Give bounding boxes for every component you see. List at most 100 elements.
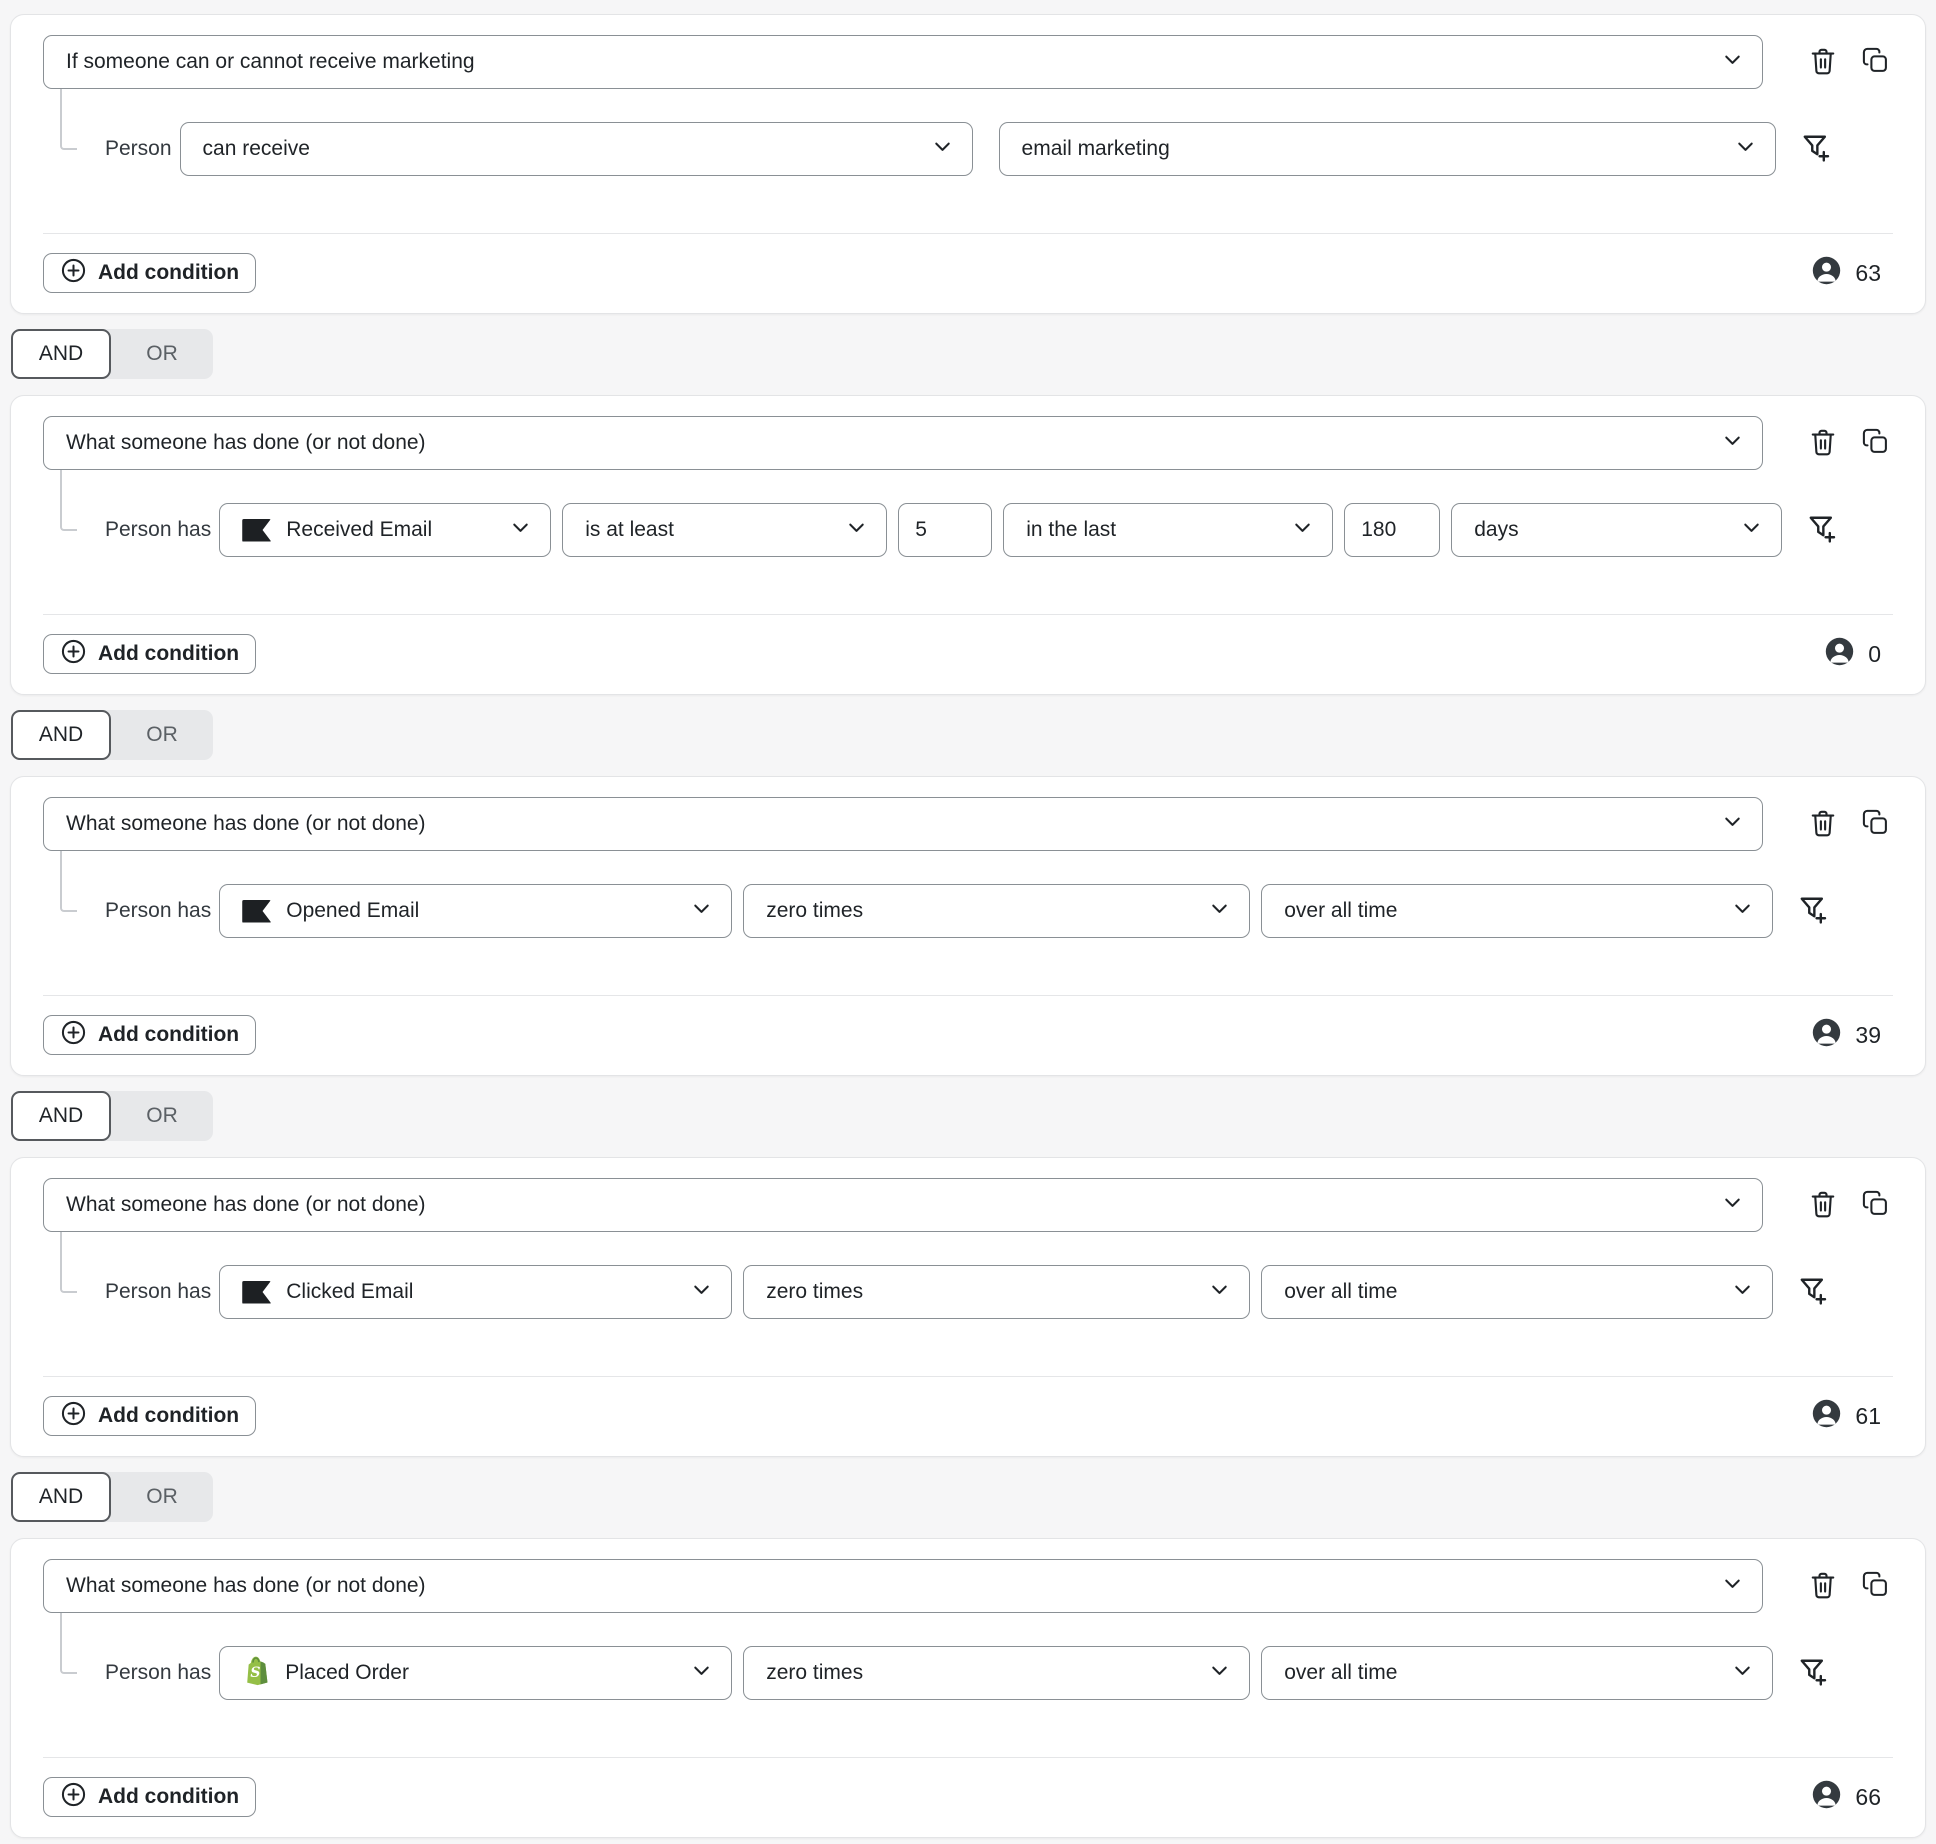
connector-line [60, 1613, 77, 1674]
connector-line [60, 1232, 77, 1293]
channel-select[interactable]: email marketing [998, 122, 1776, 176]
profile-count: 39 [1811, 1017, 1881, 1053]
condition-type-select[interactable]: What someone has done (or not done) [43, 1178, 1763, 1232]
chevron-down-icon [1721, 810, 1744, 839]
add-condition-button[interactable]: Add condition [43, 1396, 257, 1436]
klaviyo-flag-icon [242, 1280, 272, 1304]
chevron-down-icon [931, 135, 954, 164]
channel-value: email marketing [1021, 137, 1170, 160]
delete-condition-button[interactable] [1805, 1568, 1841, 1604]
event-select[interactable]: Opened Email [219, 884, 733, 938]
event-select[interactable]: S Placed Order [219, 1646, 733, 1700]
add-filter-icon [1795, 892, 1831, 931]
add-filter-button[interactable] [1802, 510, 1842, 550]
copy-icon [1861, 1189, 1890, 1221]
klaviyo-flag-icon [242, 899, 272, 923]
and-toggle-button[interactable]: AND [11, 1091, 111, 1141]
frequency-select[interactable]: zero times [743, 1646, 1251, 1700]
plus-circle-icon [60, 1781, 87, 1814]
duplicate-condition-button[interactable] [1857, 1568, 1893, 1604]
frequency-value: zero times [766, 1661, 864, 1684]
condition-group-2: What someone has done (or not done) Pers… [10, 395, 1926, 695]
person-label: Person has [105, 899, 212, 922]
add-filter-button[interactable] [1796, 129, 1836, 169]
person-count-icon [1811, 1017, 1842, 1053]
chevron-down-icon [1731, 1659, 1754, 1688]
trash-icon [1808, 427, 1838, 460]
profile-count: 66 [1811, 1779, 1881, 1815]
delete-condition-button[interactable] [1805, 806, 1841, 842]
condition-type-select[interactable]: What someone has done (or not done) [43, 797, 1763, 851]
time-unit-value: days [1474, 518, 1519, 541]
or-toggle-button[interactable]: OR [111, 1472, 213, 1522]
time-range-select[interactable]: over all time [1261, 884, 1774, 938]
person-count-icon [1824, 636, 1855, 672]
add-condition-label: Add condition [98, 261, 240, 284]
chevron-down-icon [1721, 429, 1744, 458]
event-value: Received Email [286, 518, 433, 541]
delete-condition-button[interactable] [1805, 1187, 1841, 1223]
chevron-down-icon [1291, 516, 1314, 545]
copy-icon [1861, 808, 1890, 840]
duplicate-condition-button[interactable] [1857, 425, 1893, 461]
event-value: Opened Email [286, 899, 420, 922]
add-filter-button[interactable] [1793, 891, 1833, 931]
condition-type-select[interactable]: What someone has done (or not done) [43, 416, 1763, 470]
time-range-value: over all time [1284, 1280, 1398, 1303]
consent-state-select[interactable]: can receive [179, 122, 973, 176]
and-toggle-button[interactable]: AND [11, 329, 111, 379]
profile-count-value: 63 [1855, 259, 1881, 286]
timeframe-select[interactable]: in the last [1003, 503, 1334, 557]
duplicate-condition-button[interactable] [1857, 806, 1893, 842]
connector-line [60, 470, 77, 531]
person-count-icon [1811, 1779, 1842, 1815]
and-toggle-button[interactable]: AND [11, 710, 111, 760]
or-toggle-button[interactable]: OR [111, 1091, 213, 1141]
event-value: Placed Order [285, 1661, 409, 1684]
delete-condition-button[interactable] [1805, 425, 1841, 461]
add-condition-button[interactable]: Add condition [43, 1777, 257, 1817]
condition-type-value: What someone has done (or not done) [66, 812, 426, 835]
or-toggle-button[interactable]: OR [111, 710, 213, 760]
add-filter-button[interactable] [1793, 1272, 1833, 1312]
frequency-select[interactable]: zero times [743, 884, 1251, 938]
chevron-down-icon [1734, 135, 1757, 164]
divider [43, 614, 1893, 615]
condition-type-select[interactable]: If someone can or cannot receive marketi… [43, 35, 1763, 89]
add-filter-button[interactable] [1793, 1653, 1833, 1693]
add-condition-button[interactable]: Add condition [43, 253, 257, 293]
duplicate-condition-button[interactable] [1857, 44, 1893, 80]
and-toggle-button[interactable]: AND [11, 1472, 111, 1522]
event-select[interactable]: Received Email [219, 503, 552, 557]
chevron-down-icon [1731, 897, 1754, 926]
add-condition-button[interactable]: Add condition [43, 634, 257, 674]
profile-count-value: 61 [1855, 1402, 1881, 1429]
time-range-select[interactable]: over all time [1261, 1265, 1774, 1319]
timeframe-amount-input[interactable] [1344, 503, 1441, 557]
or-toggle-button[interactable]: OR [111, 329, 213, 379]
plus-circle-icon [60, 257, 87, 290]
divider [43, 1376, 1893, 1377]
connector-line [60, 89, 77, 150]
chevron-down-icon [690, 1278, 713, 1307]
quantity-input[interactable] [898, 503, 993, 557]
quantifier-select[interactable]: is at least [562, 503, 888, 557]
time-range-select[interactable]: over all time [1261, 1646, 1774, 1700]
copy-icon [1861, 46, 1890, 78]
add-filter-icon [1795, 1654, 1831, 1693]
event-select[interactable]: Clicked Email [219, 1265, 733, 1319]
time-unit-select[interactable]: days [1451, 503, 1783, 557]
trash-icon [1808, 46, 1838, 79]
chevron-down-icon [1721, 48, 1744, 77]
condition-type-select[interactable]: What someone has done (or not done) [43, 1559, 1763, 1613]
chevron-down-icon [1731, 1278, 1754, 1307]
delete-condition-button[interactable] [1805, 44, 1841, 80]
profile-count-value: 66 [1855, 1783, 1881, 1810]
frequency-select[interactable]: zero times [743, 1265, 1251, 1319]
add-condition-button[interactable]: Add condition [43, 1015, 257, 1055]
condition-type-value: What someone has done (or not done) [66, 431, 426, 454]
event-value: Clicked Email [286, 1280, 414, 1303]
duplicate-condition-button[interactable] [1857, 1187, 1893, 1223]
plus-circle-icon [60, 1400, 87, 1433]
